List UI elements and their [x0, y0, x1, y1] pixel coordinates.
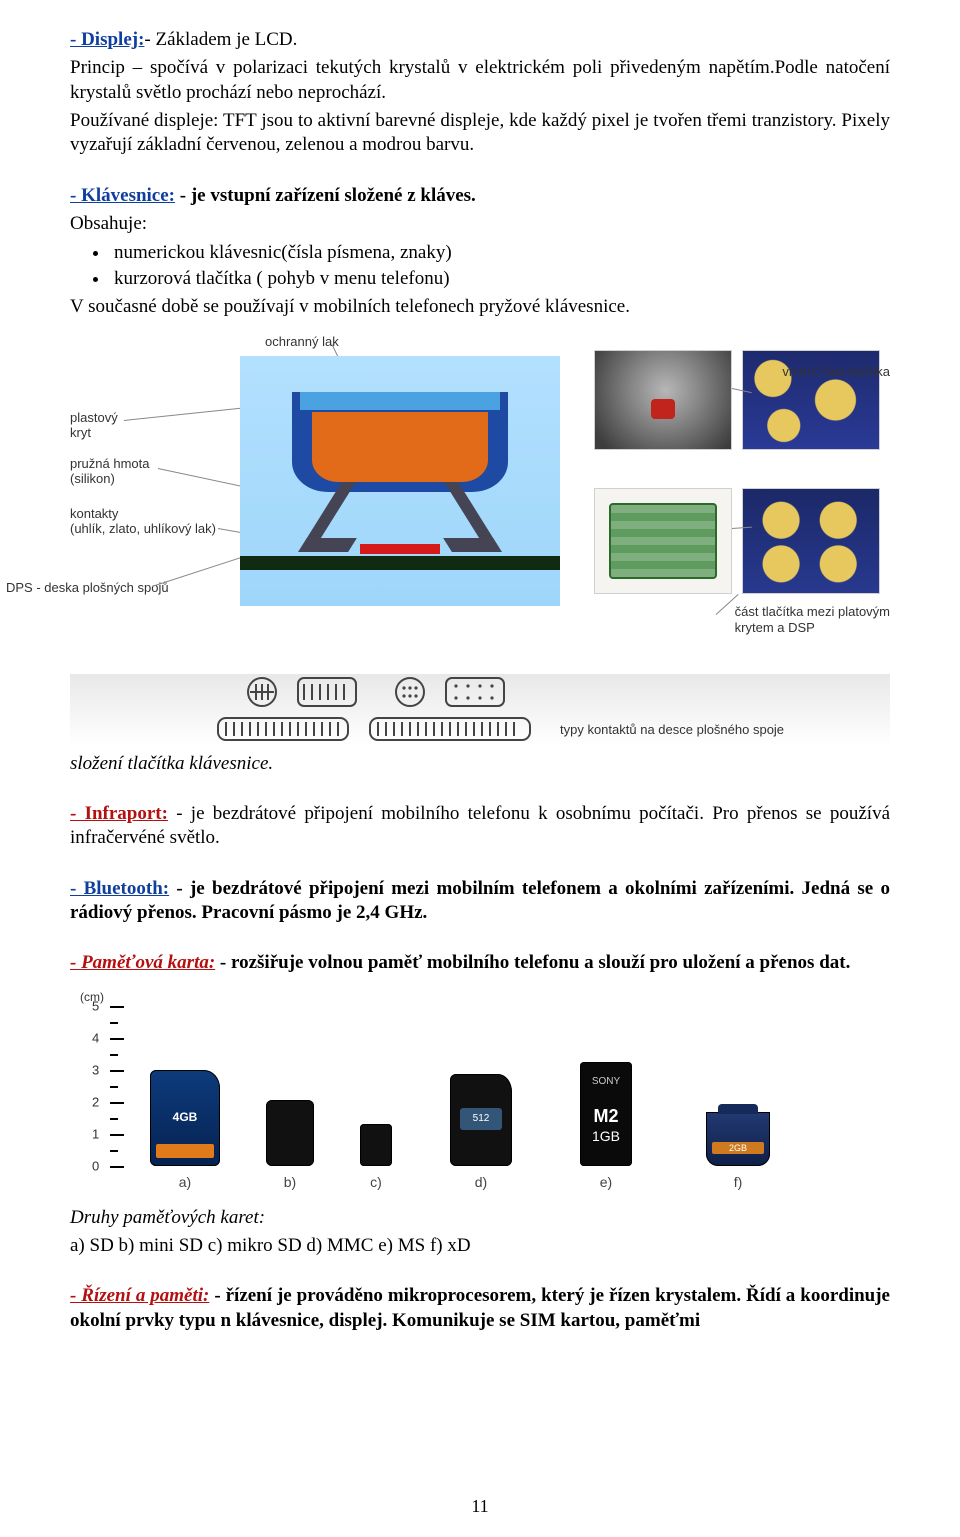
para-infraport: - Infraport: - je bezdrátové připojení m…	[70, 802, 890, 851]
memory-card-shape	[266, 1100, 314, 1166]
ruler-tick	[110, 1038, 124, 1040]
para-pametova-karta: - Paměťová karta: - rozšiřuje volnou pam…	[70, 951, 890, 975]
contacts-strip-label: typy kontaktů na desce plošného spoje	[560, 722, 784, 737]
memory-card-c: c)	[360, 1124, 392, 1166]
memory-card-e: SONYM21GBe)	[580, 1062, 632, 1166]
memory-card-caption: d)	[475, 1174, 487, 1190]
memory-cards-caption-title: Druhy paměťových karet:	[70, 1206, 890, 1230]
document-page: - Displej:- Základem je LCD. Princip – s…	[0, 0, 960, 1537]
memory-card-f: 2GBf)	[706, 1112, 770, 1166]
text: - rozšiřuje volnou paměť mobilního telef…	[215, 952, 850, 973]
caption-keyboard-button: složení tlačítka klávesnice.	[70, 752, 890, 776]
memory-cards-caption-list: a) SD b) mini SD c) mikro SD d) MMC e) M…	[70, 1234, 890, 1258]
memory-card-caption: c)	[370, 1174, 382, 1190]
para-rizeni: - Řízení a paměti: - řízení je prováděno…	[70, 1284, 890, 1333]
text: - Základem je LCD.	[144, 29, 297, 50]
text: - je bezdrátové připojení mezi mobilním …	[70, 878, 890, 923]
para-klavesnice-head: - Klávesnice: - je vstupní zařízení slož…	[70, 184, 890, 208]
memory-card-caption: b)	[284, 1174, 296, 1190]
ruler-number: 1	[92, 1126, 99, 1141]
term-infraport: - Infraport:	[70, 803, 168, 824]
term-displej: - Displej:	[70, 29, 144, 50]
ruler-number: 5	[92, 998, 99, 1013]
memory-card-caption: a)	[179, 1174, 191, 1190]
memory-card-shape	[360, 1124, 392, 1166]
ruler-tick	[110, 1006, 124, 1008]
text: - je vstupní zařízení složené z kláves.	[175, 185, 476, 206]
memory-card-a: 4GBa)	[150, 1070, 220, 1166]
para-displej-2: Princip – spočívá v polarizaci tekutých …	[70, 56, 890, 105]
diagram-label-plastovy-kryt: plastový kryt	[70, 410, 118, 441]
para-bluetooth: - Bluetooth: - je bezdrátové připojení m…	[70, 877, 890, 926]
diagram-label-vrchni: vrchní část tlačítka	[782, 364, 890, 380]
term-klavesnice: - Klávesnice:	[70, 185, 175, 206]
para-klavesnice-tail: V současné době se používají v mobilních…	[70, 295, 890, 319]
diagram-label-cast-tlacitka: část tlačítka mezi platovým krytem a DSP	[735, 604, 890, 637]
memory-card-caption: f)	[734, 1174, 743, 1190]
memory-card-d: 512d)	[450, 1074, 512, 1166]
memory-card-b: b)	[266, 1100, 314, 1166]
bullet-item: numerickou klávesnic(čísla písmena, znak…	[110, 240, 890, 266]
diagram-label-kontakty: kontakty (uhlík, zlato, uhlíkový lak)	[70, 506, 216, 537]
ruler-tick	[110, 1102, 124, 1104]
page-number: 11	[0, 1496, 960, 1517]
ruler-number: 0	[92, 1158, 99, 1173]
para-displej-1: - Displej:- Základem je LCD.	[70, 28, 890, 52]
memory-card-caption: e)	[600, 1174, 612, 1190]
para-displej-3: Používané displeje: TFT jsou to aktivní …	[70, 109, 890, 158]
memory-card-shape: 2GB	[706, 1112, 770, 1166]
ruler-number: 2	[92, 1094, 99, 1109]
keyboard-button-diagram: ochranný lak plastový kryt pružná hmota …	[70, 328, 890, 668]
vertical-ruler: (cm) 012345	[80, 996, 120, 1170]
ruler-tick	[110, 1134, 124, 1136]
bullet-list-klavesnice: numerickou klávesnic(čísla písmena, znak…	[110, 240, 890, 291]
ruler-number: 4	[92, 1030, 99, 1045]
photo-pcb-contacts-2	[742, 488, 880, 594]
term-bluetooth: - Bluetooth:	[70, 878, 169, 899]
memory-cards-figure: (cm) 012345 4GBa)b)c)512d)SONYM21GBe)2GB…	[70, 990, 890, 1200]
term-rizeni: - Řízení a paměti:	[70, 1285, 209, 1306]
diagram-label-ochranny-lak: ochranný lak	[265, 334, 339, 350]
ruler-number: 3	[92, 1062, 99, 1077]
ruler-tick	[110, 1070, 124, 1072]
memory-card-shape: 512	[450, 1074, 512, 1166]
photo-button-middle	[594, 488, 732, 594]
diagram-illustration	[240, 356, 560, 606]
memory-card-shape: SONYM21GB	[580, 1062, 632, 1166]
memory-card-shape: 4GB	[150, 1070, 220, 1166]
ruler-tick	[110, 1166, 124, 1168]
para-obsahuje: Obsahuje:	[70, 212, 890, 236]
contact-types-figure: typy kontaktů na desce plošného spoje	[70, 674, 890, 746]
text: - je bezdrátové připojení mobilního tele…	[70, 803, 890, 848]
bullet-item: kurzorová tlačítka ( pohyb v menu telefo…	[110, 266, 890, 292]
photo-button-top	[594, 350, 732, 450]
diagram-label-pruzna-hmota: pružná hmota (silikon)	[70, 456, 150, 487]
diagram-label-dps: DPS - deska plošných spojů	[6, 580, 169, 596]
term-pametova-karta: - Paměťová karta:	[70, 952, 215, 973]
